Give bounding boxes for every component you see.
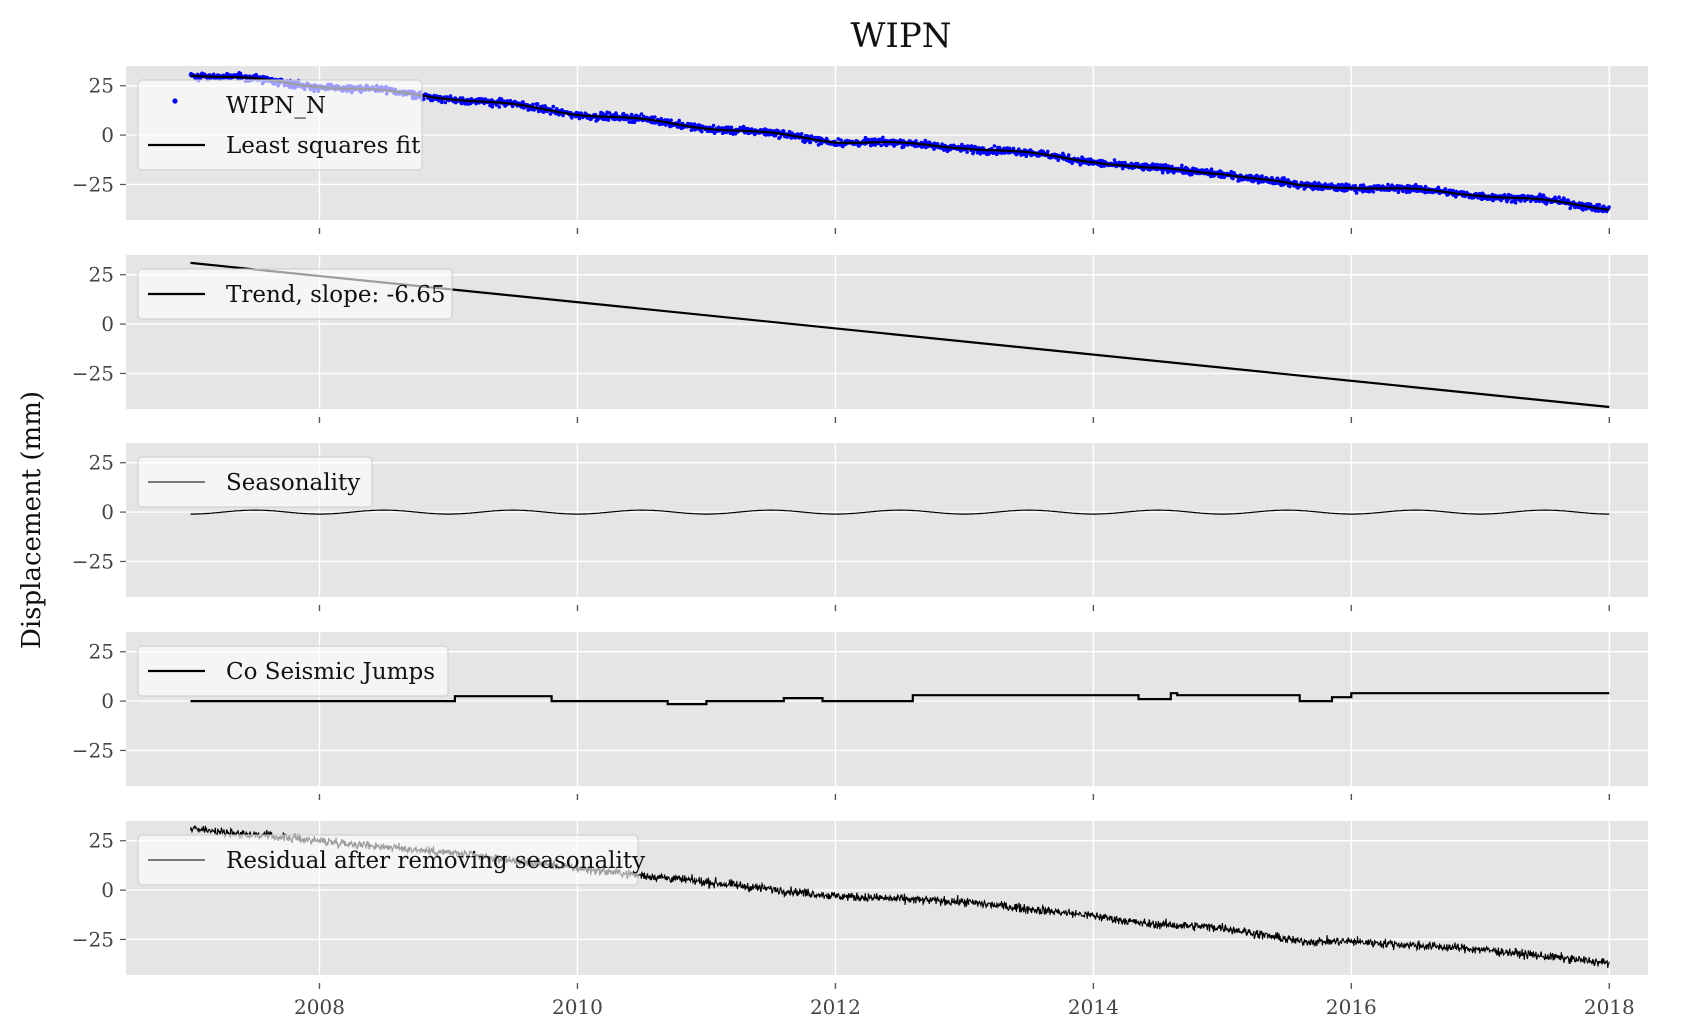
x-tick-label: 2014	[1068, 995, 1119, 1019]
x-tick-label: 2018	[1584, 995, 1635, 1019]
legend-box	[137, 456, 373, 508]
legend-label: Residual after removing seasonality	[226, 848, 645, 874]
legend-label: Trend, slope: -6.65	[226, 282, 446, 308]
x-tick-label: 2012	[810, 995, 861, 1019]
y-tick-label: 0	[101, 689, 114, 713]
legend-label: Co Seismic Jumps	[226, 659, 435, 685]
y-tick-label: −25	[72, 738, 114, 762]
least-squares-fit-line	[190, 74, 1610, 211]
y-tick-label: 0	[101, 123, 114, 147]
y-tick-label: 25	[89, 263, 114, 287]
subplot-4: 25 0 −25 Co Seismic Jumps	[72, 632, 1648, 800]
y-axis-label: Displacement (mm)	[17, 391, 47, 649]
x-tick-label: 2010	[552, 995, 603, 1019]
subplot-1: 25 0 −25 WIPN_N Least squares fit	[72, 66, 1648, 234]
y-tick-label: 25	[89, 451, 114, 475]
data-layer	[190, 509, 1610, 515]
subplot-stack: 25 0 −25 WIPN_N Least squares fit 25 0 −25 Trend…	[72, 66, 1648, 1019]
data-layer	[190, 692, 1610, 706]
y-tick-label: 0	[101, 312, 114, 336]
legend-box	[137, 645, 449, 697]
legend-label: WIPN_N	[226, 93, 326, 119]
legend-label: Least squares fit	[226, 133, 421, 159]
chart-title: WIPN	[850, 16, 951, 56]
legend-box	[137, 834, 639, 886]
legend-marker-points	[172, 98, 178, 104]
y-tick-label: 25	[89, 640, 114, 664]
x-tick-label: 2008	[294, 995, 345, 1019]
x-tick-label: 2016	[1326, 995, 1377, 1019]
y-tick-label: −25	[72, 172, 114, 196]
y-tick-label: 0	[101, 878, 114, 902]
seasonality-line	[190, 509, 1610, 515]
legend-box	[137, 79, 423, 171]
plot-area	[126, 443, 1648, 597]
y-tick-label: −25	[72, 549, 114, 573]
co-seismic-jumps-line	[190, 692, 1610, 706]
y-tick-label: 25	[89, 74, 114, 98]
y-tick-label: 25	[89, 829, 114, 853]
legend-box	[137, 268, 453, 320]
y-tick-label: −25	[72, 361, 114, 385]
subplot-5: 25 0 −25 Residual after removing seasonalit…	[72, 821, 1648, 1019]
y-tick-label: −25	[72, 927, 114, 951]
subplot-2: 25 0 −25 Trend, slope: -6.65	[72, 255, 1648, 423]
y-tick-label: 0	[101, 500, 114, 524]
subplot-3: 25 0 −25 Seasonality	[72, 443, 1648, 611]
legend-label: Seasonality	[226, 470, 360, 496]
